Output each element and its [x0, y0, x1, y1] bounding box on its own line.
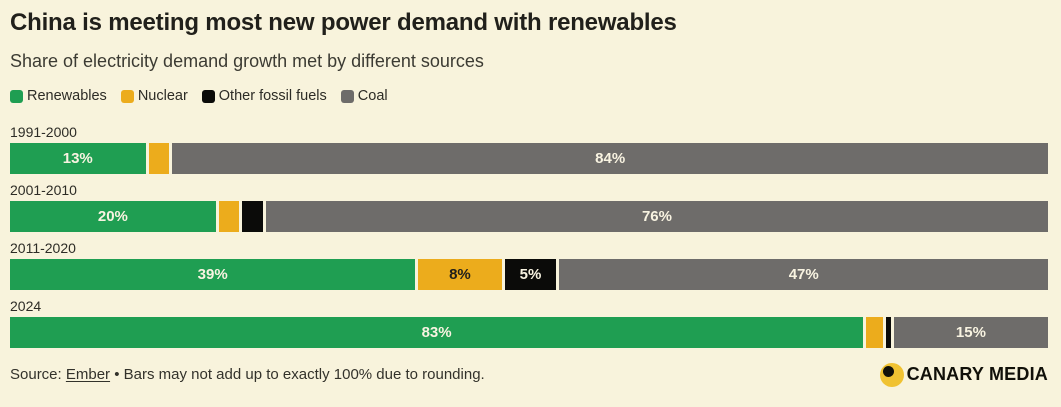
chart-subtitle: Share of electricity demand growth met b… [10, 50, 484, 71]
bar-value-label: 5% [519, 265, 542, 283]
chart-title: China is meeting most new power demand w… [10, 9, 677, 36]
bar-segment-coal: 47% [559, 258, 1048, 290]
legend-label: Other fossil fuels [218, 88, 327, 105]
legend-swatch-icon [10, 90, 23, 104]
stacked-bar: 83% 15% [10, 316, 1049, 348]
bar-segment-renewables: 83% [10, 316, 864, 348]
legend-swatch-icon [120, 90, 134, 104]
stacked-bar: 39% 8% 5% 47% [10, 258, 1048, 290]
row-category-label: 2001-2010 [10, 181, 77, 198]
bar-value-label: 83% [421, 323, 452, 341]
footer: Source: Ember • Bars may not add up to e… [10, 362, 1048, 387]
chart-row: 2011-2020 39% 8% 5% 47% [10, 239, 1048, 290]
bar-segment-renewables: 13% [10, 142, 146, 174]
rounding-note: • Bars may not add up to exactly 100% du… [110, 366, 485, 384]
bar-segment-coal: 84% [172, 142, 1048, 174]
legend-swatch-icon [340, 90, 354, 104]
legend-label: Coal [357, 88, 388, 105]
bar-value-label: 84% [595, 149, 626, 167]
bar-value-label: 39% [197, 265, 228, 283]
chart-row: 2001-2010 20% 76% [10, 181, 1048, 232]
bar-value-label: 13% [62, 149, 93, 167]
bar-value-label: 76% [641, 207, 672, 225]
legend-swatch-icon [201, 90, 215, 104]
source-note: Source: Ember • Bars may not add up to e… [10, 366, 485, 383]
bar-value-label: 47% [788, 265, 819, 283]
bar-segment-other-fossil-fuels: 5% [504, 258, 557, 290]
brand-logo: CANARY MEDIA [879, 362, 1048, 387]
bar-segment-nuclear [218, 200, 240, 232]
bar-segment-nuclear: 8% [418, 258, 502, 290]
bar-segment-nuclear [148, 142, 170, 174]
source-link[interactable]: Ember [65, 366, 111, 384]
bar-segment-coal: 15% [893, 316, 1049, 348]
bar-segment-coal: 76% [265, 200, 1048, 232]
chart-rows: 1991-2000 13% 84% 2001-2010 20% 76% 2011-2020 3… [10, 123, 1049, 348]
legend-item-nuclear: Nuclear [120, 88, 188, 105]
row-category-label: 2024 [10, 297, 42, 314]
stacked-bar: 13% 84% [10, 142, 1048, 174]
legend-item-renewables: Renewables [10, 89, 107, 104]
brand-name: CANARY MEDIA [906, 364, 1048, 385]
stacked-bar: 20% 76% [10, 200, 1048, 232]
bar-segment-other-fossil-fuels [885, 316, 891, 348]
legend-item-other-fossil-fuels: Other fossil fuels [201, 88, 327, 105]
bar-value-label: 8% [449, 265, 471, 283]
chart-row: 2024 83% 15% [10, 297, 1049, 348]
row-category-label: 2011-2020 [10, 239, 76, 256]
legend-label: Nuclear [137, 88, 188, 105]
row-category-label: 1991-2000 [10, 123, 77, 140]
bar-segment-renewables: 39% [10, 258, 416, 290]
canary-logo-icon [879, 362, 904, 387]
bar-segment-renewables: 20% [10, 200, 216, 232]
chart-row: 1991-2000 13% 84% [10, 123, 1048, 174]
bar-value-label: 20% [97, 207, 128, 225]
legend-item-coal: Coal [340, 88, 388, 105]
legend: Renewables Nuclear Other fossil fuels Coal [10, 89, 1048, 104]
source-prefix: Source: [10, 366, 66, 384]
bar-segment-other-fossil-fuels [242, 200, 263, 232]
bar-segment-nuclear [866, 316, 883, 348]
bar-value-label: 15% [955, 323, 986, 341]
legend-label: Renewables [27, 88, 107, 105]
